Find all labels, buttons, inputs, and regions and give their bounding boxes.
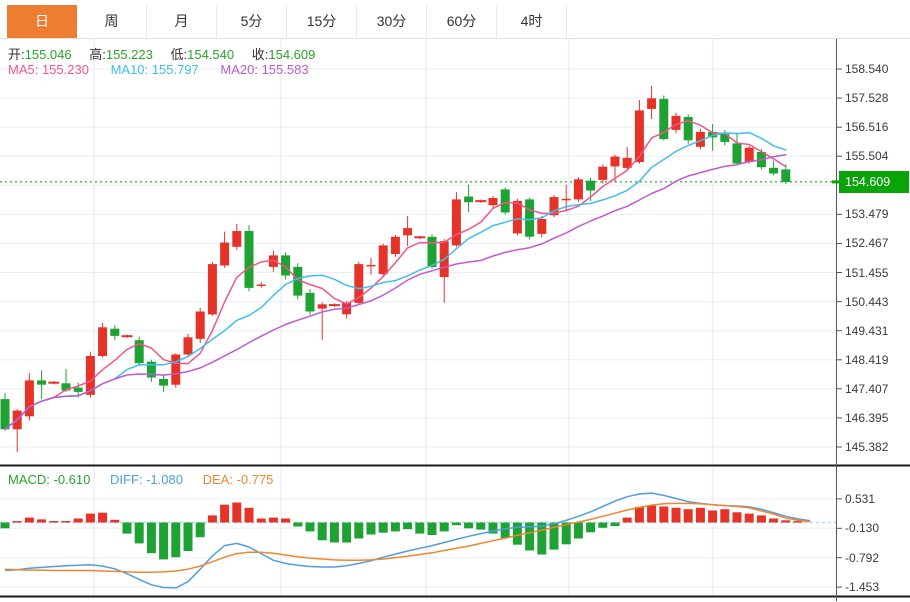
ma5-value: MA5: 155.230 <box>8 62 89 77</box>
price-axis-label: 152.467 <box>845 236 889 250</box>
diff-value: DIFF: -1.080 <box>110 472 183 487</box>
tab-day[interactable]: 日 <box>7 5 77 38</box>
ma10-line <box>4 131 787 430</box>
ohlc-readout: 开:155.046 高:155.223 低:154.540 收:154.609 <box>8 44 329 63</box>
price-axis-label: 153.479 <box>845 207 889 221</box>
ma-readout: MA5: 155.230 MA10: 155.797 MA20: 155.583 <box>8 62 309 77</box>
current-price-tag: 154.609 <box>839 171 909 193</box>
ma5-line <box>4 120 787 430</box>
tab-60min[interactable]: 60分 <box>427 5 497 38</box>
close-value: 154.609 <box>268 47 316 62</box>
macd-axis-label: -0.792 <box>845 551 880 565</box>
macd-axis-label: -0.130 <box>845 521 880 535</box>
price-axis-label: 158.540 <box>845 62 889 76</box>
price-axis-label: 147.407 <box>845 382 889 396</box>
diff-line <box>4 492 811 589</box>
chart-area: 开:155.046 高:155.223 低:154.540 收:154.609 … <box>0 39 910 601</box>
low-label: 低: <box>170 47 188 62</box>
price-axis-label: 146.395 <box>845 411 889 425</box>
price-axis-label: 145.382 <box>845 440 889 454</box>
open-label: 开: <box>8 47 25 62</box>
price-axis-label: 151.455 <box>845 266 889 280</box>
price-axis-label: 157.528 <box>845 91 889 105</box>
macd-axis-label: 0.531 <box>845 492 876 506</box>
price-axis-label: 150.443 <box>845 295 889 309</box>
macd-readout: MACD: -0.610 DIFF: -1.080 DEA: -0.775 <box>8 472 273 487</box>
ma10-value: MA10: 155.797 <box>110 62 199 77</box>
candlestick-chart[interactable] <box>0 39 910 601</box>
close-label: 收: <box>251 47 269 62</box>
tab-15min[interactable]: 15分 <box>287 5 357 38</box>
tab-30min[interactable]: 30分 <box>357 5 427 38</box>
tab-4hour[interactable]: 4时 <box>497 5 567 38</box>
macd-value: MACD: -0.610 <box>8 472 91 487</box>
tab-week[interactable]: 周 <box>77 5 147 38</box>
high-label: 高: <box>89 47 106 62</box>
price-axis-label: 156.516 <box>845 120 889 134</box>
price-axis-label: 149.431 <box>845 324 889 338</box>
macd-histogram <box>0 502 803 560</box>
ma20-value: MA20: 155.583 <box>220 62 309 77</box>
dea-value: DEA: -0.775 <box>202 472 274 487</box>
price-axis-label: 155.504 <box>845 149 889 163</box>
price-axis-label: 148.419 <box>845 353 889 367</box>
high-value: 155.223 <box>105 47 153 62</box>
candle-layer <box>0 85 791 453</box>
macd-axis-label: -1.453 <box>845 580 880 594</box>
open-value: 155.046 <box>24 47 72 62</box>
low-value: 154.540 <box>187 47 235 62</box>
tab-5min[interactable]: 5分 <box>217 5 287 38</box>
ma20-line <box>4 154 787 430</box>
tab-month[interactable]: 月 <box>147 5 217 38</box>
timeframe-tabs: 日 周 月 5分 15分 30分 60分 4时 <box>0 0 910 39</box>
dea-line <box>4 502 811 574</box>
